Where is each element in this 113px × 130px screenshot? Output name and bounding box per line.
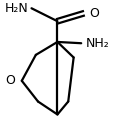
Text: O: O bbox=[88, 7, 98, 20]
Text: O: O bbox=[5, 74, 15, 87]
Text: NH₂: NH₂ bbox=[85, 37, 108, 50]
Text: H₂N: H₂N bbox=[5, 2, 28, 15]
